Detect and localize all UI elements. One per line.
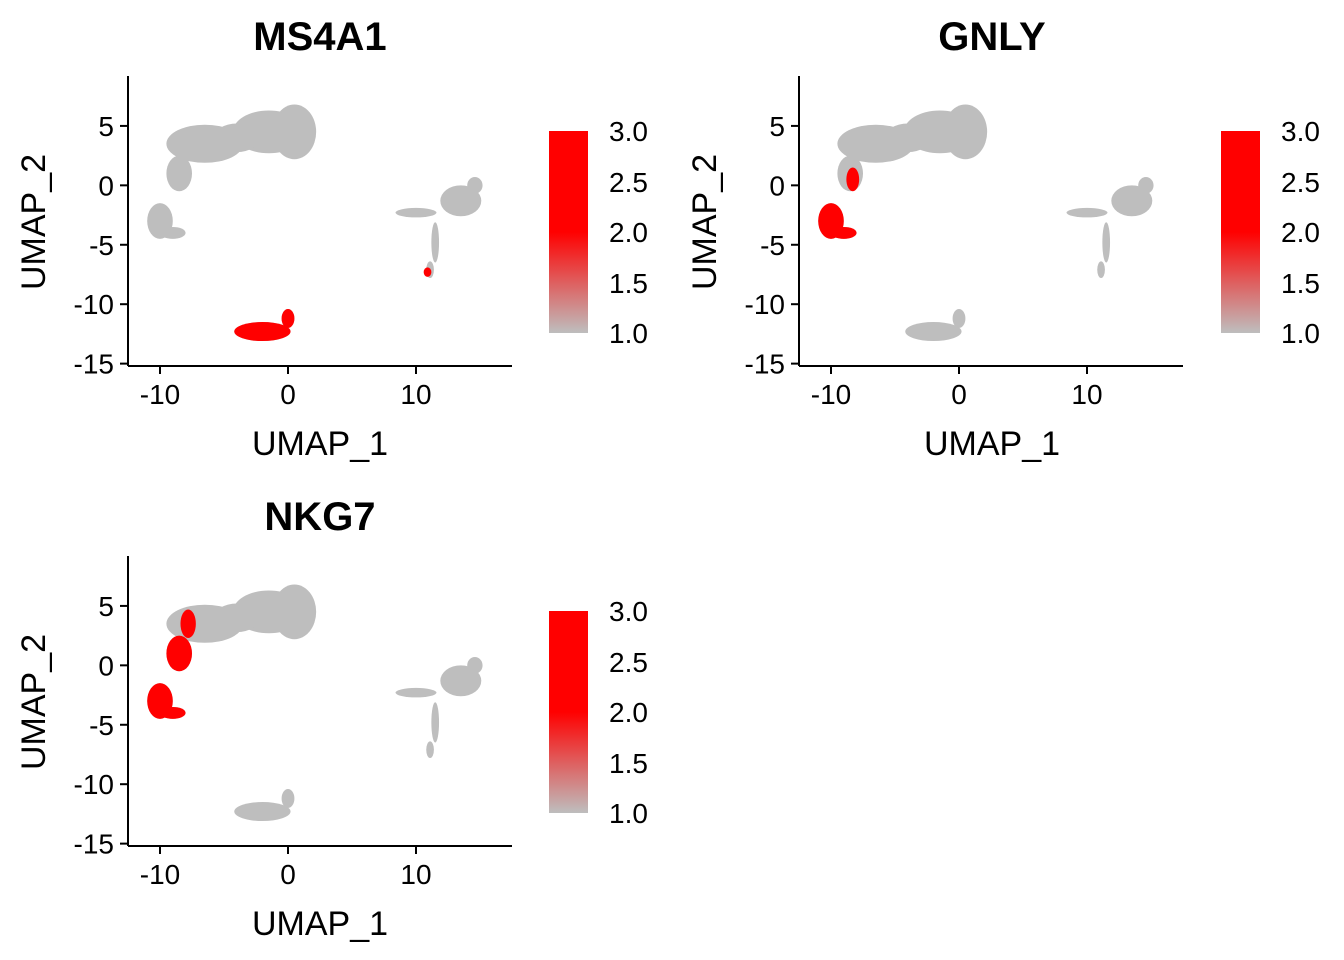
colorbar-label: 2.0 bbox=[609, 217, 648, 248]
cell-cluster bbox=[851, 129, 867, 159]
cell-cluster bbox=[395, 207, 437, 218]
colorbar-ticks: 3.0 2.5 2.0 1.5 1.0 bbox=[609, 596, 648, 829]
cell-cluster bbox=[180, 129, 196, 159]
colorbar bbox=[549, 611, 588, 813]
panel-title: NKG7 bbox=[264, 495, 375, 539]
cell-cluster bbox=[431, 702, 440, 743]
y-tick-label: 5 bbox=[98, 111, 114, 142]
high-expression-region bbox=[234, 322, 291, 342]
cell-cluster bbox=[213, 123, 260, 153]
y-axis-label: UMAP_2 bbox=[15, 154, 53, 290]
high-expression-region bbox=[846, 167, 860, 192]
x-tick-label: -10 bbox=[140, 379, 180, 410]
y-tick-label: -15 bbox=[74, 829, 114, 860]
colorbar bbox=[1221, 131, 1260, 333]
cell-cluster bbox=[272, 584, 317, 640]
colorbar-label: 3.0 bbox=[609, 116, 648, 147]
y-tick-label: -5 bbox=[760, 230, 785, 261]
x-tick-label: 0 bbox=[280, 859, 296, 890]
y-tick-label: -10 bbox=[745, 289, 785, 320]
plot-area bbox=[147, 584, 483, 822]
colorbar-label: 2.0 bbox=[609, 697, 648, 728]
high-expression-region bbox=[166, 635, 192, 672]
cell-cluster bbox=[1111, 185, 1153, 217]
cell-cluster bbox=[213, 603, 260, 633]
y-axis-label: UMAP_2 bbox=[15, 634, 53, 770]
cell-cluster bbox=[160, 226, 186, 239]
panel-title: MS4A1 bbox=[253, 15, 386, 59]
y-axis-label: UMAP_2 bbox=[686, 154, 724, 290]
colorbar-label: 1.5 bbox=[1281, 268, 1320, 299]
plot-area bbox=[147, 104, 483, 342]
x-tick-label: 0 bbox=[951, 379, 967, 410]
cell-cluster bbox=[905, 322, 962, 342]
cell-cluster bbox=[426, 741, 434, 759]
y-tick-label: -5 bbox=[89, 710, 114, 741]
cell-cluster bbox=[1097, 261, 1105, 279]
colorbar-label: 3.0 bbox=[609, 596, 648, 627]
cell-cluster bbox=[234, 802, 291, 822]
cell-cluster bbox=[943, 104, 988, 160]
y-tick-label: -5 bbox=[89, 230, 114, 261]
colorbar-label: 1.0 bbox=[609, 318, 648, 349]
cell-cluster bbox=[1102, 222, 1111, 263]
panel-title: GNLY bbox=[938, 15, 1046, 59]
colorbar-label: 1.0 bbox=[609, 798, 648, 829]
x-axis-label: UMAP_1 bbox=[924, 425, 1060, 463]
cell-cluster bbox=[467, 177, 483, 194]
y-tick-label: 0 bbox=[769, 170, 785, 201]
plot-area bbox=[818, 104, 1154, 342]
colorbar-ticks: 3.0 2.5 2.0 1.5 1.0 bbox=[1281, 116, 1320, 349]
cell-cluster bbox=[431, 222, 440, 263]
x-axis-label: UMAP_1 bbox=[252, 425, 388, 463]
high-expression-region bbox=[423, 267, 432, 277]
colorbar-ticks: 3.0 2.5 2.0 1.5 1.0 bbox=[609, 116, 648, 349]
x-tick-label: 10 bbox=[400, 859, 431, 890]
colorbar-label: 2.0 bbox=[1281, 217, 1320, 248]
high-expression-region bbox=[281, 308, 295, 328]
colorbar-label: 1.0 bbox=[1281, 318, 1320, 349]
x-tick-label: 10 bbox=[400, 379, 431, 410]
y-tick-label: -10 bbox=[74, 289, 114, 320]
x-tick-label: 0 bbox=[280, 379, 296, 410]
y-tick-label: 5 bbox=[98, 591, 114, 622]
high-expression-region bbox=[180, 609, 196, 639]
cell-cluster bbox=[1138, 177, 1154, 194]
cell-cluster bbox=[281, 788, 295, 808]
cell-cluster bbox=[272, 104, 317, 160]
cell-cluster bbox=[884, 123, 931, 153]
cell-cluster bbox=[166, 155, 192, 192]
colorbar-label: 2.5 bbox=[1281, 167, 1320, 198]
colorbar-label: 2.5 bbox=[609, 647, 648, 678]
high-expression-region bbox=[831, 226, 857, 239]
y-tick-label: -15 bbox=[74, 349, 114, 380]
panel-gnly: GNLY UMAP_1 UMAP_2 3.0 2.5 2.0 1.5 1.0 -… bbox=[686, 15, 1320, 463]
x-tick-label: -10 bbox=[811, 379, 851, 410]
colorbar-label: 2.5 bbox=[609, 167, 648, 198]
panel-ms4a1: MS4A1 UMAP_1 UMAP_2 3.0 2.5 2.0 1.5 1.0 … bbox=[15, 15, 648, 463]
panel-nkg7: NKG7 UMAP_1 UMAP_2 3.0 2.5 2.0 1.5 1.0 -… bbox=[15, 495, 648, 943]
x-tick-label: -10 bbox=[140, 859, 180, 890]
cell-cluster bbox=[1066, 207, 1108, 218]
colorbar-label: 1.5 bbox=[609, 268, 648, 299]
x-tick-label: 10 bbox=[1071, 379, 1102, 410]
cell-cluster bbox=[440, 665, 482, 697]
x-axis-label: UMAP_1 bbox=[252, 905, 388, 943]
y-tick-label: 0 bbox=[98, 650, 114, 681]
colorbar bbox=[549, 131, 588, 333]
cell-cluster bbox=[440, 185, 482, 217]
colorbar-label: 1.5 bbox=[609, 748, 648, 779]
cell-cluster bbox=[395, 687, 437, 698]
y-tick-label: 5 bbox=[769, 111, 785, 142]
cell-cluster bbox=[952, 308, 966, 328]
colorbar-label: 3.0 bbox=[1281, 116, 1320, 147]
cell-cluster bbox=[467, 657, 483, 674]
y-tick-label: -15 bbox=[745, 349, 785, 380]
high-expression-region bbox=[160, 706, 186, 719]
y-tick-label: 0 bbox=[98, 170, 114, 201]
y-tick-label: -10 bbox=[74, 769, 114, 800]
